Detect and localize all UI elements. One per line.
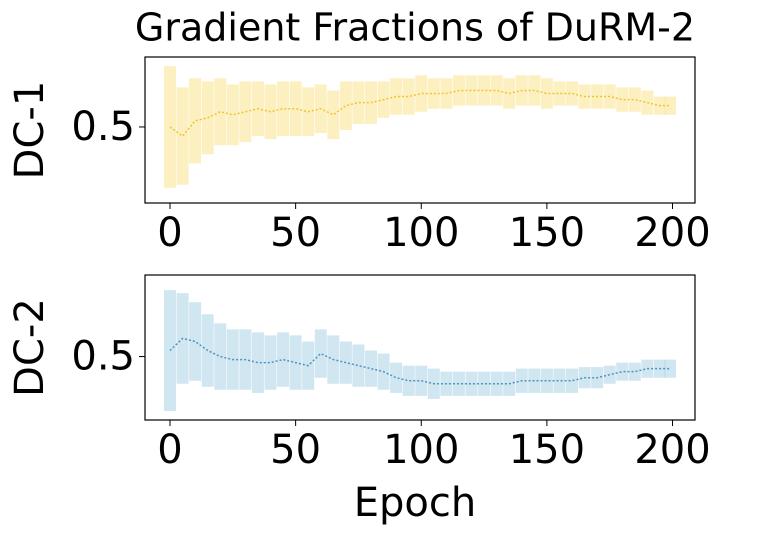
y-tick-label: 0.5 bbox=[71, 104, 135, 150]
x-tick-label: 50 bbox=[270, 210, 321, 256]
x-tick-label: 200 bbox=[634, 210, 710, 256]
mean-line bbox=[169, 89, 670, 138]
mean-line bbox=[169, 337, 670, 385]
y-axis-label: DC-1 bbox=[7, 81, 53, 180]
x-tick-label: 100 bbox=[383, 210, 459, 256]
x-tick-label: 150 bbox=[509, 427, 585, 473]
x-tick-label: 0 bbox=[157, 210, 182, 256]
y-axis-label: DC-2 bbox=[7, 298, 53, 397]
x-axis-label: Epoch bbox=[354, 480, 476, 526]
x-tick-label: 150 bbox=[509, 210, 585, 256]
x-tick-label: 50 bbox=[270, 427, 321, 473]
y-tick-label: 0.5 bbox=[71, 334, 135, 380]
x-tick-label: 200 bbox=[634, 427, 710, 473]
axes-frame bbox=[144, 56, 696, 204]
chart-title: Gradient Fractions of DuRM-2 bbox=[135, 6, 695, 50]
x-tick-label: 100 bbox=[383, 427, 459, 473]
x-tick-label: 0 bbox=[157, 427, 182, 473]
axes-frame bbox=[144, 274, 696, 421]
